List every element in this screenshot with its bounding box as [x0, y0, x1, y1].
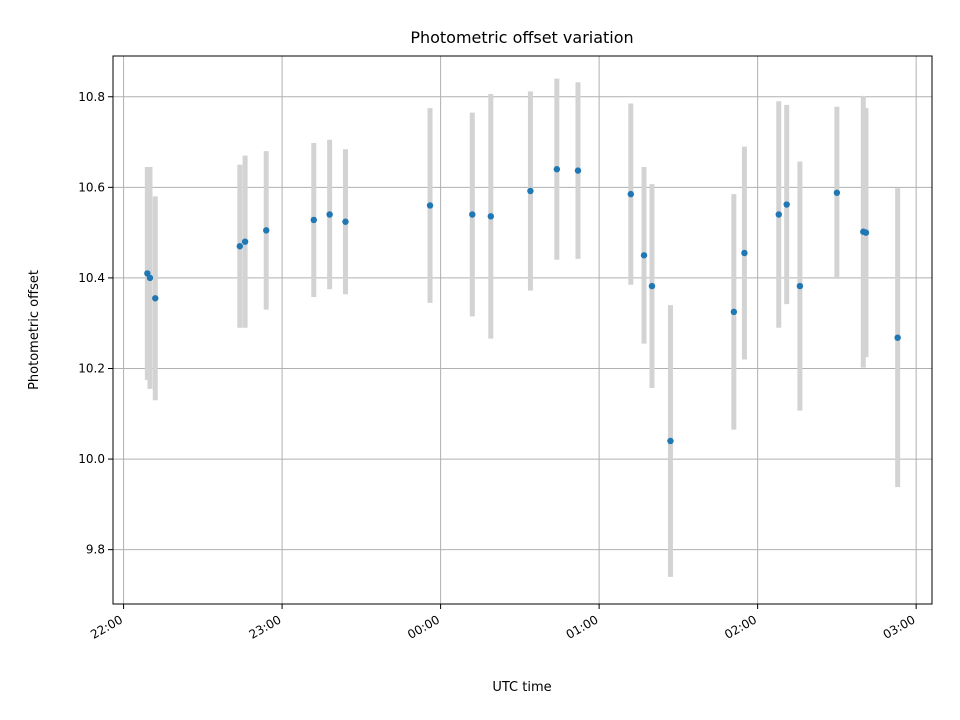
data-point	[775, 211, 782, 218]
x-tick-label: 00:00	[405, 612, 442, 641]
grid	[113, 56, 932, 604]
x-axis: 22:00 23:00 00:00 01:00 02:00 03:00	[88, 604, 918, 642]
data-point	[648, 282, 656, 290]
data-point	[487, 213, 494, 220]
x-axis-label: UTC time	[492, 680, 551, 695]
data-point	[627, 190, 635, 198]
data-point	[862, 229, 870, 236]
plot-frame	[112, 55, 933, 605]
data-point	[469, 211, 476, 218]
data-point	[342, 218, 349, 225]
data-point	[310, 216, 317, 224]
data-point	[783, 201, 790, 208]
data-points	[144, 166, 901, 445]
data-point	[527, 187, 534, 195]
data-point	[667, 437, 674, 445]
data-point	[833, 189, 841, 196]
y-tick-label: 9.8	[86, 543, 105, 557]
data-point	[152, 295, 159, 302]
y-tick-label: 10.0	[78, 452, 105, 466]
data-point	[553, 166, 561, 173]
data-point	[236, 243, 244, 250]
data-point	[574, 167, 582, 174]
data-point	[426, 202, 434, 209]
data-point	[263, 227, 270, 234]
data-point	[241, 238, 249, 245]
y-axis: 9.8 10.0 10.2 10.4 10.6 10.8	[78, 90, 113, 557]
x-tick-label: 03:00	[881, 612, 918, 641]
y-tick-label: 10.8	[78, 90, 105, 104]
y-axis-label: Photometric offset	[27, 270, 42, 390]
data-point	[730, 308, 738, 316]
error-bars	[144, 78, 901, 577]
x-tick-label: 23:00	[247, 612, 284, 641]
x-tick-label: 02:00	[722, 612, 759, 641]
x-tick-label: 22:00	[88, 612, 125, 641]
chart-title: Photometric offset variation	[410, 28, 633, 47]
y-tick-label: 10.2	[78, 361, 105, 375]
y-tick-label: 10.6	[78, 180, 105, 194]
data-point	[640, 252, 648, 259]
data-point	[146, 274, 154, 282]
x-tick-label: 01:00	[564, 612, 601, 641]
data-point	[741, 249, 748, 257]
data-point	[894, 334, 901, 341]
y-tick-label: 10.4	[78, 271, 105, 285]
data-point	[326, 211, 333, 218]
data-point	[796, 282, 804, 290]
